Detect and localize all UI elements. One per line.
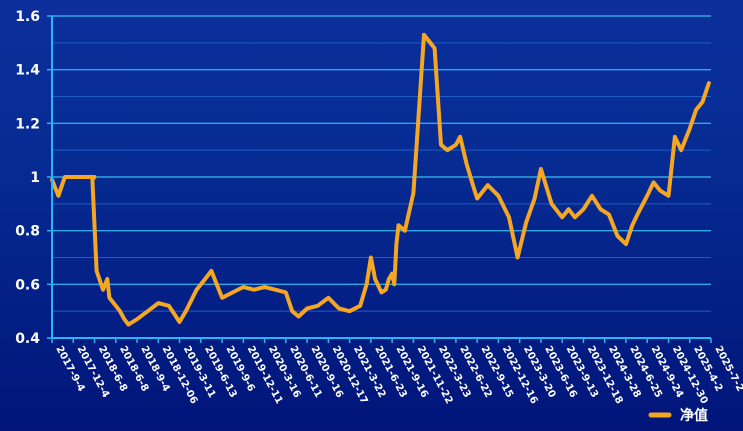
- legend-label: 净值: [680, 407, 708, 424]
- legend: 净值: [648, 407, 708, 424]
- y-tick-label: 0.8: [15, 224, 40, 240]
- y-tick-label: 1: [30, 170, 40, 186]
- y-axis-ticks: 0.4 0.6 0.8 1 1.2 1.4 1.6: [15, 9, 52, 347]
- series-line-nav: [50, 32, 711, 327]
- series-layer: [50, 32, 711, 327]
- y-tick-label: 1.4: [15, 63, 40, 79]
- gridlines: [52, 15, 711, 339]
- y-tick-label: 1.2: [15, 116, 40, 132]
- y-tick-label: 0.4: [15, 331, 40, 347]
- y-tick-label: 0.6: [15, 277, 40, 293]
- x-axis-ticks: 2017-9-42017-12-42018-6-82018-6-82018-9-…: [51, 338, 743, 406]
- y-tick-label: 1.6: [15, 9, 40, 25]
